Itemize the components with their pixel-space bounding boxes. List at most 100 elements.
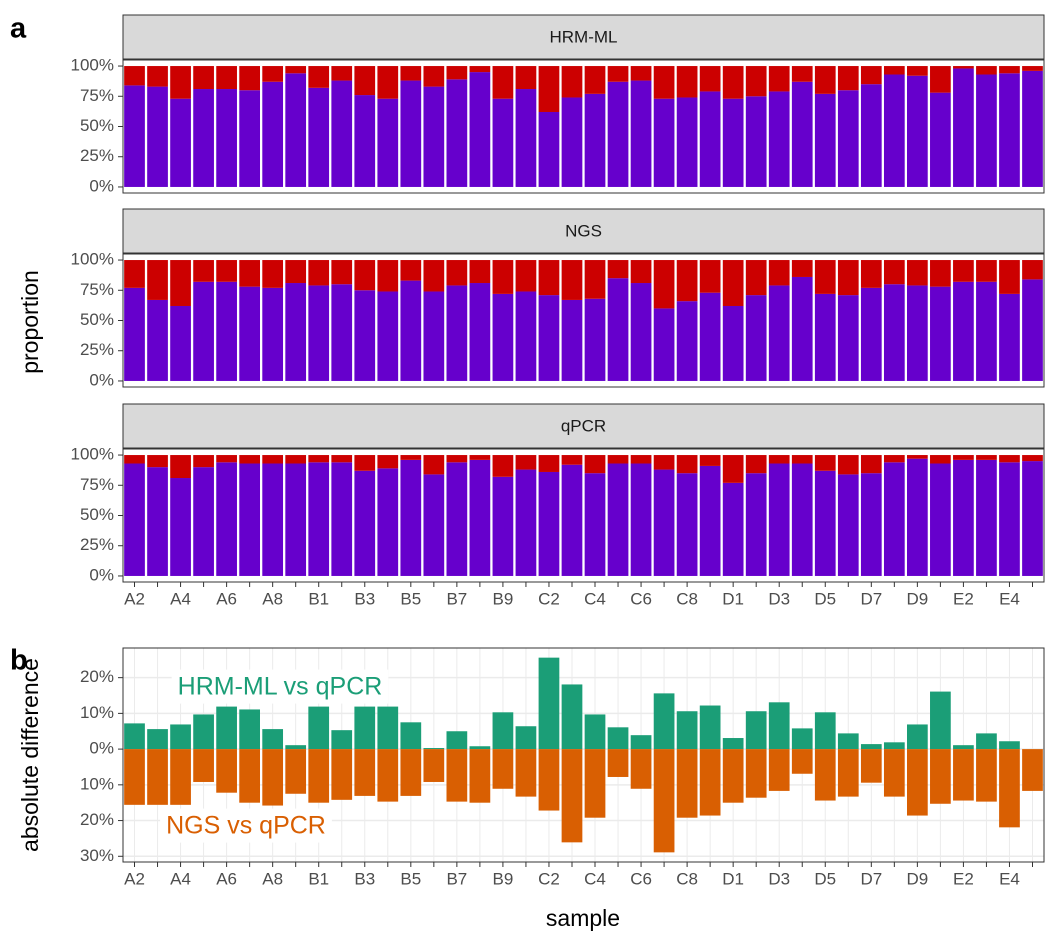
bar <box>561 97 583 187</box>
panel-border <box>122 448 1045 583</box>
x-tick-label: D9 <box>906 869 928 888</box>
bar <box>446 66 468 80</box>
bar <box>676 473 698 576</box>
bar <box>699 91 721 187</box>
bar <box>676 749 698 818</box>
x-tick-label: E4 <box>999 869 1020 888</box>
bar <box>722 749 744 803</box>
bar <box>883 455 905 463</box>
bar <box>953 745 974 750</box>
bar <box>768 749 790 791</box>
bar <box>216 89 237 187</box>
x-tick-label: C8 <box>676 869 698 888</box>
bar <box>515 469 537 576</box>
bar <box>837 260 859 296</box>
x-tick-label: D5 <box>814 589 836 608</box>
bar <box>193 281 214 381</box>
label-background <box>171 669 389 704</box>
bar <box>308 260 330 286</box>
bar <box>423 748 445 750</box>
x-tick-label: B7 <box>446 869 467 888</box>
y-axis-title: absolute difference <box>17 658 43 852</box>
bar <box>837 295 859 381</box>
bar <box>446 79 468 187</box>
bar <box>515 455 537 470</box>
bar <box>607 260 629 279</box>
bar <box>400 260 422 281</box>
bar <box>722 98 744 187</box>
bar <box>446 731 468 750</box>
bar <box>791 81 813 187</box>
bar <box>883 74 905 187</box>
x-tick-label: A6 <box>216 869 237 888</box>
bar <box>791 728 813 750</box>
bar <box>976 733 997 750</box>
bar <box>630 735 652 750</box>
bar <box>653 308 675 381</box>
x-tick-label: A6 <box>216 589 237 608</box>
bar <box>630 749 652 789</box>
bar <box>331 66 353 81</box>
bar <box>377 66 399 99</box>
y-tick-label: 0% <box>89 370 114 389</box>
bar <box>446 285 468 381</box>
series-label: HRM-ML vs qPCR <box>178 673 383 701</box>
bar <box>630 66 652 81</box>
bar <box>860 455 882 474</box>
x-tick-label: D3 <box>768 589 790 608</box>
bar <box>262 463 284 576</box>
y-tick-label: 25% <box>80 146 114 165</box>
bar <box>630 80 652 187</box>
bar <box>953 281 974 381</box>
bar <box>331 730 353 750</box>
bar <box>791 463 813 576</box>
bar <box>791 66 813 82</box>
bar <box>953 455 974 460</box>
bar <box>262 66 284 82</box>
bar <box>607 463 629 576</box>
bar <box>791 749 813 774</box>
bar <box>768 702 790 750</box>
bar <box>722 455 744 483</box>
x-tick-label: C4 <box>584 869 606 888</box>
x-tick-label: B9 <box>493 869 514 888</box>
bar <box>676 455 698 474</box>
y-tick-label: 50% <box>80 116 114 135</box>
x-axis-title: sample <box>546 905 620 931</box>
bar <box>630 283 652 381</box>
panel-label: b <box>10 645 28 677</box>
bar <box>584 455 606 474</box>
bar <box>285 745 307 750</box>
bar <box>262 260 284 288</box>
y-tick-label: 10% <box>80 703 114 722</box>
x-tick-label: A8 <box>262 589 283 608</box>
bar <box>883 260 905 285</box>
x-tick-label: B5 <box>400 869 421 888</box>
bar <box>722 305 744 381</box>
bar <box>331 260 353 285</box>
bar <box>354 66 376 96</box>
bar <box>930 260 951 287</box>
bar <box>814 93 836 187</box>
bar <box>216 462 237 576</box>
bar <box>653 693 675 750</box>
bar <box>745 260 767 296</box>
x-tick-label: A2 <box>124 589 145 608</box>
bar <box>653 66 675 99</box>
bar <box>860 749 882 783</box>
bar <box>216 281 237 381</box>
bar <box>999 73 1020 187</box>
bar <box>377 260 399 292</box>
x-tick-label: E2 <box>953 589 974 608</box>
bar <box>745 66 767 97</box>
bar <box>561 299 583 381</box>
bar <box>653 260 675 309</box>
bar <box>699 705 721 750</box>
bar <box>584 298 606 381</box>
bar <box>239 463 260 576</box>
panel-background <box>123 60 1044 193</box>
bar <box>193 89 214 187</box>
bar <box>907 724 928 750</box>
bar <box>262 455 284 464</box>
bar <box>469 260 491 284</box>
